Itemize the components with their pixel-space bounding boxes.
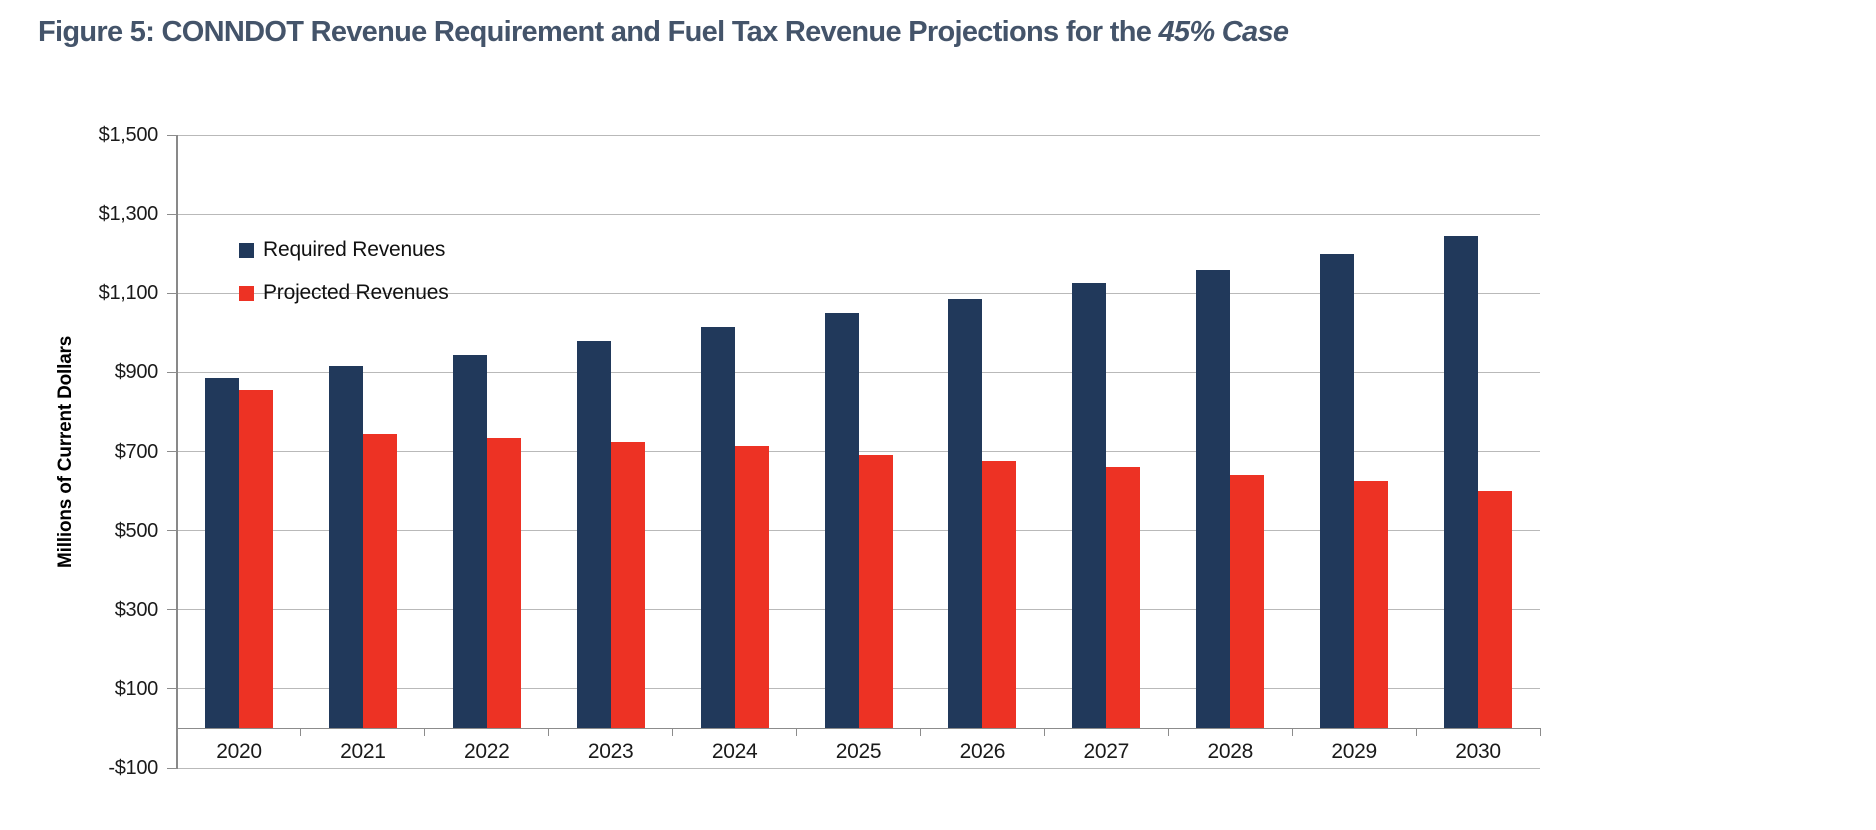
gridline <box>177 451 1540 452</box>
y-tick-mark <box>167 688 177 690</box>
x-axis-boundary-tick <box>1415 728 1417 737</box>
figure-title-case-label: 45% Case <box>1158 16 1290 48</box>
bar-required-2026 <box>948 299 983 729</box>
y-tick-label: $500 <box>114 519 159 542</box>
x-tick-label: 2024 <box>711 740 758 764</box>
y-tick-mark <box>167 609 177 611</box>
x-tick-label: 2021 <box>340 740 386 764</box>
legend-label: Projected Revenues <box>263 281 449 304</box>
y-tick-mark <box>167 767 177 769</box>
x-tick-label: 2022 <box>464 740 510 764</box>
bar-projected-2022 <box>486 437 521 729</box>
legend-swatch-projected <box>239 285 254 301</box>
gridline <box>177 213 1540 215</box>
bar-projected-2028 <box>1230 475 1265 729</box>
x-axis-boundary-tick <box>176 728 178 737</box>
x-tick-label: 2029 <box>1331 740 1377 764</box>
bar-projected-2027 <box>1106 467 1141 729</box>
y-tick-mark <box>167 213 177 215</box>
bar-required-2029 <box>1320 253 1355 729</box>
bar-required-2030 <box>1444 235 1479 729</box>
legend-item-required: Required Revenues <box>239 237 449 263</box>
y-tick-mark <box>167 530 177 532</box>
gridline <box>177 371 1540 373</box>
x-axis-boundary-tick <box>1539 728 1541 737</box>
y-tick-mark <box>167 451 177 452</box>
legend-swatch-required <box>239 242 254 258</box>
figure-title: Figure 5: CONNDOT Revenue Requirement an… <box>38 16 1290 49</box>
y-tick-label: -$100 <box>108 757 158 779</box>
x-axis-boundary-tick <box>672 728 674 737</box>
bar-required-2021 <box>328 366 363 729</box>
legend-item-projected: Projected Revenues <box>239 280 449 306</box>
y-tick-label: $900 <box>114 361 159 384</box>
bar-projected-2021 <box>362 433 397 729</box>
y-tick-label: $700 <box>114 440 159 463</box>
bar-projected-2026 <box>982 461 1017 729</box>
bar-projected-2029 <box>1354 481 1389 729</box>
x-tick-label: 2020 <box>216 740 262 764</box>
legend: Required Revenues Projected Revenues <box>239 237 449 323</box>
bar-required-2027 <box>1072 283 1107 729</box>
y-tick-label: $300 <box>114 598 159 621</box>
figure-title-text: Figure 5: CONNDOT Revenue Requirement an… <box>38 16 1159 48</box>
gridline <box>177 292 1540 294</box>
bar-projected-2025 <box>858 455 893 729</box>
x-axis-boundary-tick <box>548 728 550 737</box>
x-tick-label: 2025 <box>835 740 882 764</box>
x-axis-boundary-tick <box>796 728 798 737</box>
x-tick-label: 2030 <box>1455 740 1501 764</box>
bar-projected-2020 <box>238 390 273 729</box>
y-tick-label: $1,300 <box>98 203 159 226</box>
bar-projected-2030 <box>1478 491 1513 729</box>
x-axis-boundary-tick <box>919 728 921 737</box>
gridline <box>177 767 1540 769</box>
bar-required-2024 <box>700 326 735 729</box>
x-tick-label: 2028 <box>1207 740 1253 764</box>
bar-required-2023 <box>576 340 611 729</box>
bar-required-2025 <box>824 313 859 729</box>
gridline <box>177 134 1540 136</box>
x-axis-boundary-tick <box>300 728 302 737</box>
bar-required-2028 <box>1196 269 1231 729</box>
x-tick-label: 2027 <box>1083 740 1130 764</box>
x-tick-label: 2026 <box>959 740 1006 764</box>
plot-area: Required Revenues Projected Revenues 2020… <box>167 134 1541 770</box>
y-tick-mark <box>167 371 177 373</box>
legend-label: Required Revenues <box>263 238 446 261</box>
x-axis-line <box>177 727 1540 729</box>
y-tick-label: $100 <box>114 677 159 700</box>
bar-projected-2024 <box>734 445 769 729</box>
x-axis-boundary-tick <box>424 728 426 737</box>
x-axis-boundary-tick <box>1167 728 1169 737</box>
bar-required-2020 <box>204 378 239 729</box>
y-tick-label: $1,500 <box>98 124 159 146</box>
x-axis-boundary-tick <box>1291 728 1293 737</box>
bar-projected-2023 <box>610 441 645 729</box>
x-axis-boundary-tick <box>1043 728 1045 737</box>
bar-required-2022 <box>452 354 487 729</box>
y-tick-label: $1,100 <box>98 282 159 305</box>
y-tick-mark <box>167 134 177 136</box>
y-axis-line <box>176 135 178 770</box>
x-tick-label: 2023 <box>587 740 634 764</box>
y-tick-mark <box>167 292 177 294</box>
